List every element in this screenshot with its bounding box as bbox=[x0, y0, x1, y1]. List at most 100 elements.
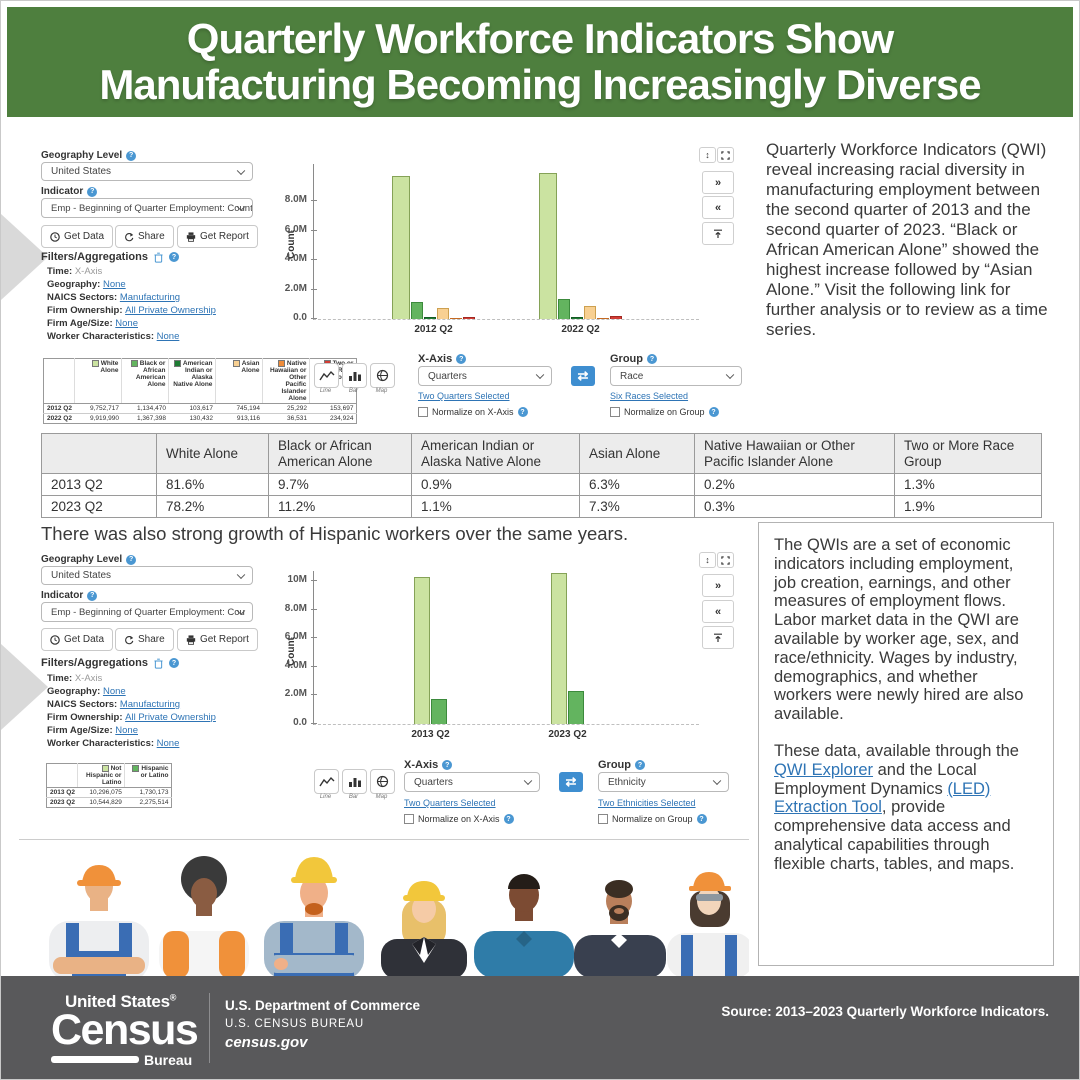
help-icon[interactable]: ? bbox=[168, 658, 179, 668]
geography-select[interactable]: United States bbox=[41, 566, 253, 585]
help-icon[interactable]: ? bbox=[708, 407, 719, 417]
legend-row: 2023 Q2 10,544,829 2,275,514 bbox=[46, 797, 172, 808]
group-label: Group? bbox=[610, 353, 657, 365]
footer-department-block: U.S. Department of Commerce U.S. CENSUS … bbox=[225, 998, 420, 1051]
two-quarters-selected-link[interactable]: Two Quarters Selected bbox=[404, 798, 496, 808]
filter-value[interactable]: None bbox=[102, 279, 126, 290]
trash-icon[interactable] bbox=[154, 658, 163, 669]
legend-value: 1,367,398 bbox=[121, 413, 169, 424]
help-icon[interactable]: ? bbox=[503, 814, 514, 824]
qwi-explorer-link[interactable]: QWI Explorer bbox=[774, 760, 874, 779]
bar-chart-button[interactable] bbox=[342, 769, 367, 794]
help-icon[interactable]: ? bbox=[456, 354, 467, 364]
indicator-label: Indicator? bbox=[41, 590, 98, 601]
help-icon[interactable]: ? bbox=[126, 150, 137, 161]
get-report-button[interactable]: Get Report bbox=[177, 225, 258, 248]
filter-value[interactable]: Manufacturing bbox=[119, 699, 181, 710]
bar bbox=[424, 317, 436, 319]
group-select[interactable]: Ethnicity bbox=[598, 772, 729, 792]
fullscreen-button[interactable] bbox=[717, 147, 734, 163]
jump-to-latest-button[interactable] bbox=[702, 626, 734, 649]
filter-value[interactable]: All Private Ownership bbox=[125, 712, 216, 723]
map-button[interactable] bbox=[370, 769, 395, 794]
legend-header: Not Hispanic or Latino bbox=[77, 763, 125, 789]
rewind-button[interactable]: « bbox=[702, 600, 734, 623]
help-icon[interactable]: ? bbox=[696, 814, 707, 824]
filter-value[interactable]: None bbox=[156, 738, 180, 749]
bar-chart-button[interactable] bbox=[342, 363, 367, 388]
fast-forward-button[interactable]: » bbox=[702, 171, 734, 194]
chart-legend-table: Not Hispanic or Latino Hispanic or Latino… bbox=[46, 763, 173, 809]
resize-vertical-button[interactable]: ↕ bbox=[699, 552, 716, 568]
normalize-group-checkbox[interactable]: Normalize on Group? bbox=[598, 814, 707, 824]
page-title-line2: Manufacturing Becoming Increasingly Dive… bbox=[99, 61, 981, 108]
swap-axes-button[interactable]: ⇄ bbox=[559, 772, 583, 792]
geography-select-value: United States bbox=[51, 166, 112, 177]
fullscreen-button[interactable] bbox=[717, 552, 734, 568]
six-races-selected-link[interactable]: Six Races Selected bbox=[610, 391, 689, 401]
map-icon bbox=[376, 369, 389, 382]
fast-forward-button[interactable]: » bbox=[702, 574, 734, 597]
get-data-button[interactable]: Get Data bbox=[41, 225, 114, 248]
two-quarters-selected-link[interactable]: Two Quarters Selected bbox=[418, 391, 510, 401]
swap-icon: ⇄ bbox=[565, 774, 577, 789]
legend-swatch-icon bbox=[173, 360, 181, 367]
help-icon[interactable]: ? bbox=[168, 252, 179, 262]
filter-item: Worker Characteristics: None bbox=[47, 737, 216, 750]
help-icon[interactable]: ? bbox=[647, 354, 657, 364]
resize-vertical-button[interactable]: ↕ bbox=[699, 147, 716, 163]
indicator-select[interactable]: Emp - Beginning of Quarter Employment: C… bbox=[41, 602, 253, 622]
filter-value[interactable]: All Private Ownership bbox=[125, 305, 216, 316]
help-icon[interactable]: ? bbox=[635, 760, 645, 770]
get-data-button[interactable]: Get Data bbox=[41, 628, 114, 651]
share-button[interactable]: Share bbox=[115, 628, 174, 651]
line-chart-button[interactable] bbox=[314, 363, 339, 388]
filter-value[interactable]: None bbox=[102, 686, 126, 697]
bar-group: 2022 Q2 bbox=[539, 173, 622, 335]
swap-axes-button[interactable]: ⇄ bbox=[571, 366, 595, 386]
filter-item: Worker Characteristics: None bbox=[47, 330, 216, 343]
filter-label: Time: bbox=[47, 673, 75, 684]
x-axis-select[interactable]: Quarters bbox=[418, 366, 552, 386]
legend-corner bbox=[46, 763, 78, 789]
help-icon[interactable]: ? bbox=[87, 186, 98, 197]
trash-icon[interactable] bbox=[154, 252, 163, 263]
normalize-group-checkbox[interactable]: Normalize on Group? bbox=[610, 407, 719, 417]
filter-label: NAICS Sectors: bbox=[47, 292, 120, 303]
help-icon[interactable]: ? bbox=[442, 760, 453, 770]
filter-value[interactable]: None bbox=[156, 331, 180, 342]
jump-to-latest-button[interactable] bbox=[702, 222, 734, 245]
filter-value[interactable]: None bbox=[115, 725, 138, 736]
rewind-button[interactable]: « bbox=[702, 196, 734, 219]
line-chart-button[interactable] bbox=[314, 769, 339, 794]
share-icon bbox=[125, 232, 134, 241]
bar bbox=[571, 317, 583, 319]
map-button[interactable] bbox=[370, 363, 395, 388]
get-report-button[interactable]: Get Report bbox=[177, 628, 258, 651]
help-icon[interactable]: ? bbox=[517, 407, 528, 417]
normalize-x-axis-checkbox[interactable]: Normalize on X-Axis? bbox=[404, 814, 514, 824]
legend-value: 1,134,470 bbox=[121, 403, 169, 414]
extraction-tool-link[interactable]: Extraction Tool bbox=[774, 798, 882, 817]
x-axis-select[interactable]: Quarters bbox=[404, 772, 540, 792]
legend-row: 2022 Q2 9,919,990 1,367,398 130,432 913,116 3… bbox=[43, 413, 357, 424]
filter-value[interactable]: Manufacturing bbox=[119, 292, 181, 303]
help-icon[interactable]: ? bbox=[87, 590, 98, 601]
led-link[interactable]: (LED) bbox=[947, 779, 991, 798]
census-gov-link[interactable]: census.gov bbox=[225, 1034, 308, 1051]
two-ethnicities-selected-link[interactable]: Two Ethnicities Selected bbox=[598, 798, 696, 808]
indicator-select[interactable]: Emp - Beginning of Quarter Employment: C… bbox=[41, 198, 253, 218]
legend-header: White Alone bbox=[74, 358, 122, 405]
filter-item: Geography: None bbox=[47, 278, 216, 291]
v-resize-icon: ↕ bbox=[705, 555, 710, 565]
table-cell: 81.6% bbox=[156, 473, 269, 497]
geography-select[interactable]: United States bbox=[41, 162, 253, 181]
normalize-x-axis-checkbox[interactable]: Normalize on X-Axis? bbox=[418, 407, 528, 417]
info-paragraph-1: The QWIs are a set of economic indicator… bbox=[774, 536, 1024, 724]
chevron-down-icon bbox=[725, 370, 735, 380]
bar bbox=[610, 315, 622, 319]
filter-value[interactable]: None bbox=[115, 318, 138, 329]
group-select[interactable]: Race bbox=[610, 366, 742, 386]
help-icon[interactable]: ? bbox=[126, 554, 137, 565]
share-button[interactable]: Share bbox=[115, 225, 174, 248]
